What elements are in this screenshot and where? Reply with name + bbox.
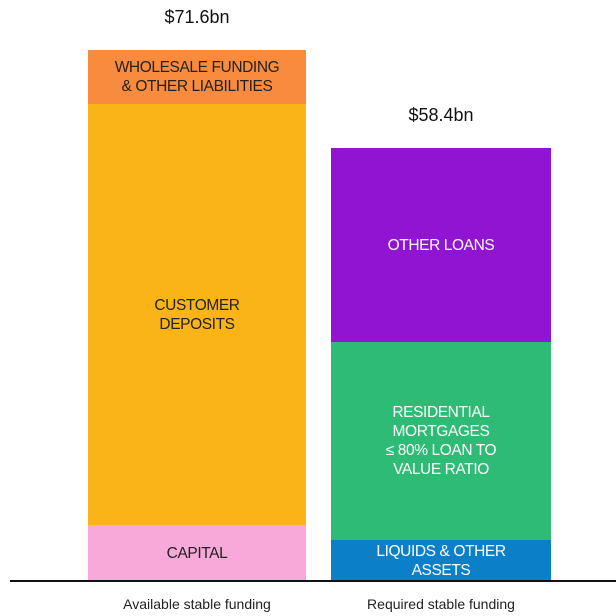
bar-segment: OTHER LOANS [331,147,551,343]
segment-label: CUSTOMER DEPOSITS [154,296,240,333]
total-label: $58.4bn [408,104,474,125]
x-tick-label: Available stable funding [123,596,271,612]
baseline [10,580,616,582]
bar-segment: WHOLESALE FUNDING & OTHER LIABILITIES [88,50,306,105]
segment-label: LIQUIDS & OTHER ASSETS [376,542,506,579]
segment-label: CAPITAL [166,544,228,562]
segment-label: RESIDENTIAL MORTGAGES ≤ 80% LOAN TO VALU… [385,404,497,479]
bar-segment: RESIDENTIAL MORTGAGES ≤ 80% LOAN TO VALU… [331,342,551,541]
segment-label: WHOLESALE FUNDING & OTHER LIABILITIES [114,59,280,96]
x-tick-label: Required stable funding [367,596,515,612]
bar-segment: CUSTOMER DEPOSITS [88,104,306,526]
segment-label: OTHER LOANS [387,236,495,254]
bar-segment: CAPITAL [88,525,306,581]
bar-segment: LIQUIDS & OTHER ASSETS [331,540,551,581]
total-label: $71.6bn [164,7,230,27]
